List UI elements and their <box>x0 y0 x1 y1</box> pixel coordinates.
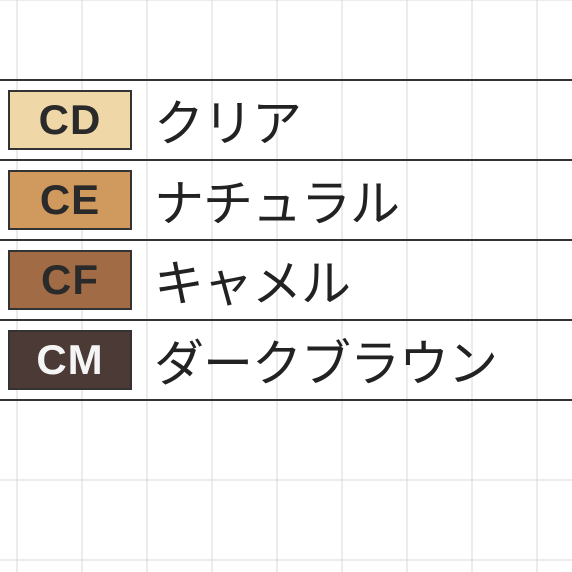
color-code: CE <box>40 176 100 224</box>
color-code: CM <box>36 336 103 384</box>
color-legend-table: CD クリア CE ナチュラル CF キャメル CM ダークブラウン <box>0 80 572 400</box>
color-code: CF <box>41 256 99 304</box>
color-swatch-ce: CE <box>8 170 132 230</box>
color-swatch-cd: CD <box>8 90 132 150</box>
row-divider <box>0 239 572 241</box>
color-label: ダークブラウン <box>154 324 497 396</box>
color-label: ナチュラル <box>154 164 399 236</box>
color-label: キャメル <box>154 244 350 316</box>
color-swatch-cf: CF <box>8 250 132 310</box>
table-row: CE ナチュラル <box>0 160 572 240</box>
color-swatch-cm: CM <box>8 330 132 390</box>
row-divider <box>0 159 572 161</box>
table-row: CF キャメル <box>0 240 572 320</box>
color-code: CD <box>39 96 102 144</box>
table-row: CD クリア <box>0 80 572 160</box>
row-divider <box>0 79 572 81</box>
row-divider <box>0 319 572 321</box>
color-label: クリア <box>154 84 301 156</box>
table-row: CM ダークブラウン <box>0 320 572 400</box>
